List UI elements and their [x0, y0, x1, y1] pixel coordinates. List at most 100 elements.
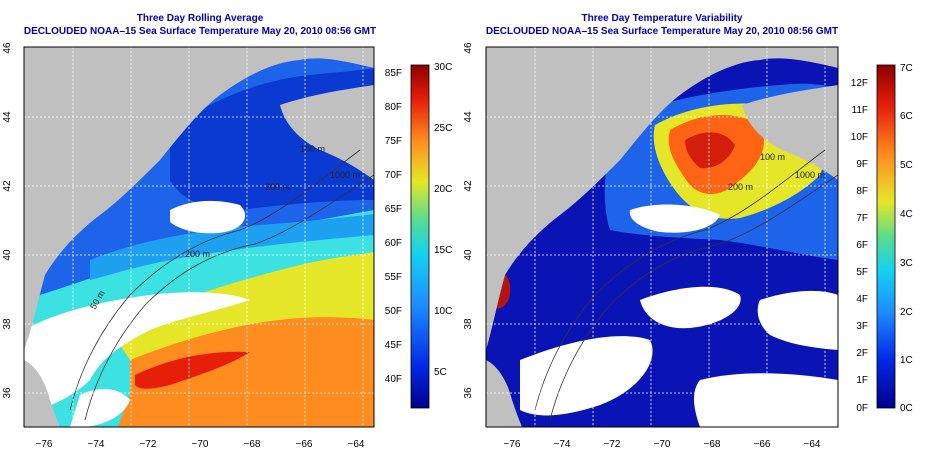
right-colorbar-f-tick: 6F [856, 240, 868, 251]
right-colorbar-c-tick: 0C [900, 403, 913, 414]
left-y-tick: 40 [2, 249, 13, 261]
left-x-tick: −76 [36, 439, 53, 450]
right-cloud-north [629, 204, 720, 233]
right-x-axis: −76 −74 −72 −70 −68 −66 −64 [504, 439, 821, 450]
right-y-tick: 36 [463, 387, 474, 399]
left-colorbar-f-tick: 60F [385, 238, 402, 249]
right-colorbar-f-tick: 1F [856, 375, 868, 386]
right-colorbar-c-tick: 4C [900, 209, 913, 220]
left-panel-subtitle: DECLOUDED NOAA–15 Sea Surface Temperatur… [24, 26, 376, 37]
right-colorbar-fahrenheit-ticks: 12F 11F 10F 9F 8F 7F 6F 5F 4F 3F 2F 1F 0… [851, 78, 868, 414]
right-colorbar-c-tick: 1C [900, 355, 913, 366]
left-colorbar-f-tick: 85F [385, 68, 402, 79]
left-gulfstream-hot [135, 351, 250, 389]
right-colorbar-c-tick: 3C [900, 258, 913, 269]
right-map: 100 m 200 m 1000 m [486, 47, 838, 427]
right-contour-1000m [549, 174, 838, 421]
left-cloud-south [24, 292, 250, 415]
right-colorbar-f-tick: 12F [851, 78, 868, 89]
right-panel-title: Three Day Temperature Variability [582, 13, 743, 24]
left-colorbar-c-tick: 25C [434, 123, 452, 134]
left-map-frame [23, 46, 375, 428]
left-x-axis: −76 −74 −72 −70 −68 −66 −64 [36, 439, 365, 450]
right-colorbar-gradient [876, 64, 896, 409]
right-x-tick: −76 [504, 439, 521, 450]
left-contour-label-2: 200 m [265, 182, 290, 192]
right-contour-label-1: 100 m [760, 152, 785, 162]
right-y-tick: 38 [463, 318, 474, 330]
right-panel: Three Day Temperature Variability DECLOU… [463, 13, 913, 450]
left-contour-1000m [84, 174, 374, 421]
right-cloud-southeast [694, 373, 838, 427]
left-y-tick: 46 [2, 42, 13, 54]
left-x-tick: −66 [296, 439, 313, 450]
left-y-tick: 36 [2, 387, 13, 399]
right-y-tick: 46 [463, 42, 474, 54]
left-colorbar-f-tick: 50F [385, 306, 402, 317]
right-contour-label-3: 1000 m [795, 170, 825, 180]
right-x-tick: −68 [704, 439, 721, 450]
right-colorbar-c-tick: 6C [900, 111, 913, 122]
left-y-tick: 42 [2, 180, 13, 192]
left-x-tick: −70 [192, 439, 209, 450]
right-colorbar-f-tick: 7F [856, 213, 868, 224]
left-colorbar-f-tick: 80F [385, 102, 402, 113]
right-x-tick: −74 [554, 439, 571, 450]
left-x-tick: −64 [348, 439, 365, 450]
right-x-tick: −70 [654, 439, 671, 450]
right-colorbar-f-tick: 8F [856, 186, 868, 197]
left-x-tick: −72 [140, 439, 157, 450]
right-panel-subtitle: DECLOUDED NOAA–15 Sea Surface Temperatur… [486, 26, 838, 37]
right-colorbar-f-tick: 5F [856, 267, 868, 278]
right-colorbar-f-tick: 3F [856, 321, 868, 332]
right-map-frame [485, 46, 839, 428]
right-x-tick: −64 [804, 439, 821, 450]
left-contour-label-4: 200 m [185, 249, 210, 259]
right-cloud-east [757, 290, 838, 350]
right-colorbar-f-tick: 2F [856, 348, 868, 359]
right-x-tick: −66 [754, 439, 771, 450]
left-colorbar-f-tick: 65F [385, 204, 402, 215]
right-grid [486, 47, 838, 427]
right-extreme-variability [685, 132, 735, 169]
left-colorbar-c-tick: 15C [434, 245, 452, 256]
left-y-axis: 36 38 40 42 44 46 [2, 42, 13, 399]
left-colorbar-f-tick: 75F [385, 136, 402, 147]
left-panel: Three Day Rolling Average DECLOUDED NOAA… [2, 13, 452, 450]
left-shelf-slope [90, 214, 374, 280]
left-colorbar-f-tick: 45F [385, 340, 402, 351]
right-colorbar-c-tick: 5C [900, 160, 913, 171]
right-colorbar-f-tick: 9F [856, 159, 868, 170]
left-y-tick: 44 [2, 111, 13, 123]
left-colorbar-f-tick: 40F [385, 374, 402, 385]
left-panel-title: Three Day Rolling Average [137, 13, 264, 24]
left-map: 100 m 200 m 1000 m 200 m 50 m [24, 47, 374, 427]
right-contour-100m [534, 149, 826, 411]
right-y-tick: 44 [463, 111, 474, 123]
left-colorbar-c-tick: 5C [434, 367, 447, 378]
right-colorbar: 12F 11F 10F 9F 8F 7F 6F 5F 4F 3F 2F 1F 0… [851, 63, 913, 414]
right-colorbar-c-tick: 2C [900, 307, 913, 318]
left-x-tick: −74 [88, 439, 105, 450]
left-colorbar-f-tick: 70F [385, 170, 402, 181]
left-colorbar-celsius-ticks: 30C 25C 20C 15C 10C 5C [434, 62, 452, 378]
right-cloud-mid [640, 286, 741, 329]
right-colorbar-celsius-ticks: 7C 6C 5C 4C 3C 2C 1C 0C [900, 63, 913, 414]
left-colorbar-c-tick: 20C [434, 184, 452, 195]
right-colorbar-f-tick: 10F [851, 132, 868, 143]
left-grid [24, 47, 374, 427]
right-cloud-south [520, 336, 653, 416]
left-gulfstream-core [118, 317, 374, 427]
left-contour-100m [69, 149, 361, 411]
right-y-axis: 36 38 40 42 44 46 [463, 42, 474, 399]
left-colorbar-gradient [410, 64, 430, 409]
right-y-tick: 40 [463, 249, 474, 261]
left-y-tick: 38 [2, 318, 13, 330]
left-colorbar-c-tick: 10C [434, 306, 452, 317]
right-land-delmarva [486, 360, 522, 427]
right-land-nova-scotia [742, 85, 838, 180]
left-cloud-bottom [70, 388, 130, 427]
left-contour-label-1: 100 m [300, 144, 325, 154]
left-colorbar: 85F 80F 75F 70F 65F 60F 55F 50F 45F 40F … [385, 62, 452, 409]
